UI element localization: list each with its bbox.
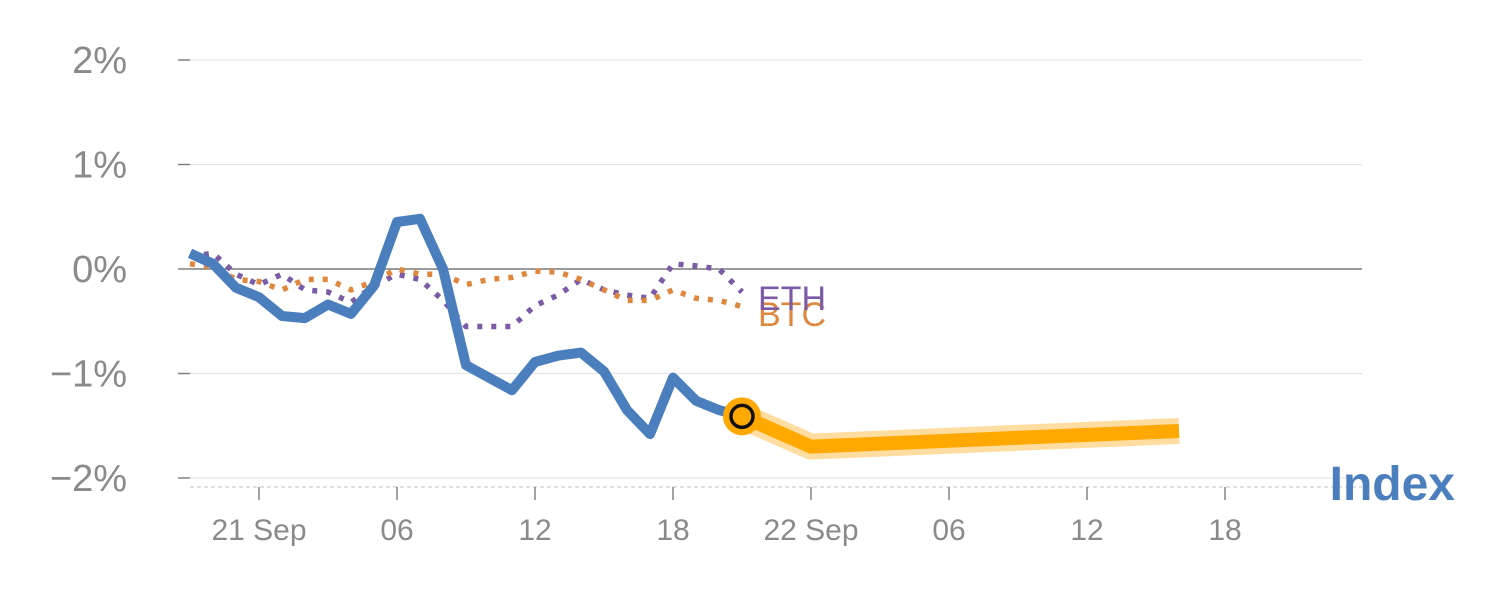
series-label-index: Index [1330,458,1456,511]
current-point-marker [729,403,755,430]
series-label-btc: BTC [758,296,826,334]
series-line-btc [189,261,743,310]
y-tick-label: 2% [72,40,127,82]
x-tick-label: 18 [1208,514,1241,547]
y-tick-label: −1% [50,354,127,396]
x-tick-label: 22 Sep [763,514,858,547]
x-tick-label: 06 [380,514,413,547]
x-tick-label: 18 [656,514,689,547]
x-tick-label: 12 [1070,514,1103,547]
x-tick-label: 06 [932,514,965,547]
y-tick-label: 0% [72,249,127,291]
x-tick-label: 21 Sep [211,514,306,547]
x-tick-label: 12 [518,514,551,547]
y-tick-label: −2% [50,458,127,500]
projection-line [739,409,1180,454]
y-tick-label: 1% [72,145,127,187]
series-line-index [187,213,744,440]
series-line-eth [189,250,744,330]
series-label-eth: ETH [758,280,826,318]
